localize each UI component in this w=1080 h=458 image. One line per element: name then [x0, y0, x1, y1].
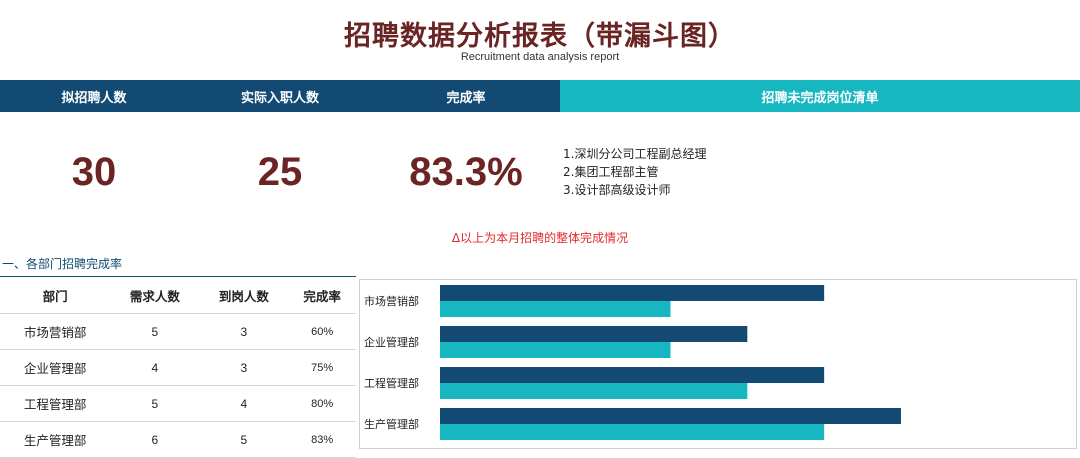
column-header: 到岗人数	[199, 277, 289, 314]
demand-bar	[440, 285, 825, 301]
demand-bar	[440, 367, 825, 383]
column-header: 完成率	[288, 277, 356, 314]
column-header: 需求人数	[110, 277, 200, 314]
table-cell: 3	[199, 313, 289, 350]
planned-value: 30	[71, 150, 117, 194]
table-row: 市场营销部 5 3 60%	[0, 313, 356, 350]
unfilled-item: 2.集团工程部主管	[563, 165, 659, 179]
unfilled-list: 1.深圳分公司工程副总经理 2.集团工程部主管 3.设计部高级设计师	[563, 145, 706, 199]
table-cell: 市场营销部	[0, 313, 111, 350]
category-label: 生产管理部	[364, 417, 419, 431]
category-label: 企业管理部	[364, 335, 419, 349]
rate-header: 完成率	[372, 80, 560, 112]
section-title: 一、各部门招聘完成率	[2, 257, 123, 271]
table-cell: 75%	[288, 349, 356, 386]
unfilled-item: 3.设计部高级设计师	[563, 183, 671, 197]
table-cell: 4	[110, 349, 200, 386]
actual-value: 25	[257, 150, 303, 194]
unfilled-header: 招聘未完成岗位清单	[560, 80, 1080, 112]
table-row: 工程管理部 5 4 80%	[0, 385, 356, 422]
table-cell: 4	[199, 385, 289, 422]
table-cell: 60%	[288, 313, 356, 350]
arrived-bar	[440, 301, 671, 317]
table-cell: 工程管理部	[0, 385, 111, 422]
table-cell: 企业管理部	[0, 349, 111, 386]
arrived-bar	[440, 342, 671, 358]
rate-value: 83.3%	[409, 150, 523, 194]
section-divider	[0, 276, 356, 277]
unfilled-item: 1.深圳分公司工程副总经理	[563, 147, 707, 161]
planned-header: 拟招聘人数	[0, 80, 188, 112]
category-label: 市场营销部	[364, 294, 419, 308]
table-header-row: 部门 需求人数 到岗人数 完成率	[0, 277, 356, 314]
table-cell: 80%	[288, 385, 356, 422]
department-bar-chart: 市场营销部企业管理部工程管理部生产管理部	[359, 279, 1077, 449]
actual-header: 实际入职人数	[188, 80, 372, 112]
category-label: 工程管理部	[364, 376, 419, 390]
table-cell: 5	[110, 313, 200, 350]
arrived-bar	[440, 383, 748, 399]
column-header: 部门	[0, 277, 111, 314]
page-subtitle: Recruitment data analysis report	[460, 51, 620, 63]
demand-bar	[440, 326, 748, 342]
summary-note: Δ以上为本月招聘的整体完成情况	[451, 231, 629, 245]
demand-bar	[440, 408, 901, 424]
table-row: 企业管理部 4 3 75%	[0, 349, 356, 386]
department-table: 部门 需求人数 到岗人数 完成率 市场营销部 5 3 60% 企业管理部 4 3…	[0, 277, 356, 458]
page-title: 招聘数据分析报表（带漏斗图）	[344, 21, 736, 52]
arrived-bar	[440, 424, 825, 440]
table-cell: 5	[110, 385, 200, 422]
table-cell: 3	[199, 349, 289, 386]
